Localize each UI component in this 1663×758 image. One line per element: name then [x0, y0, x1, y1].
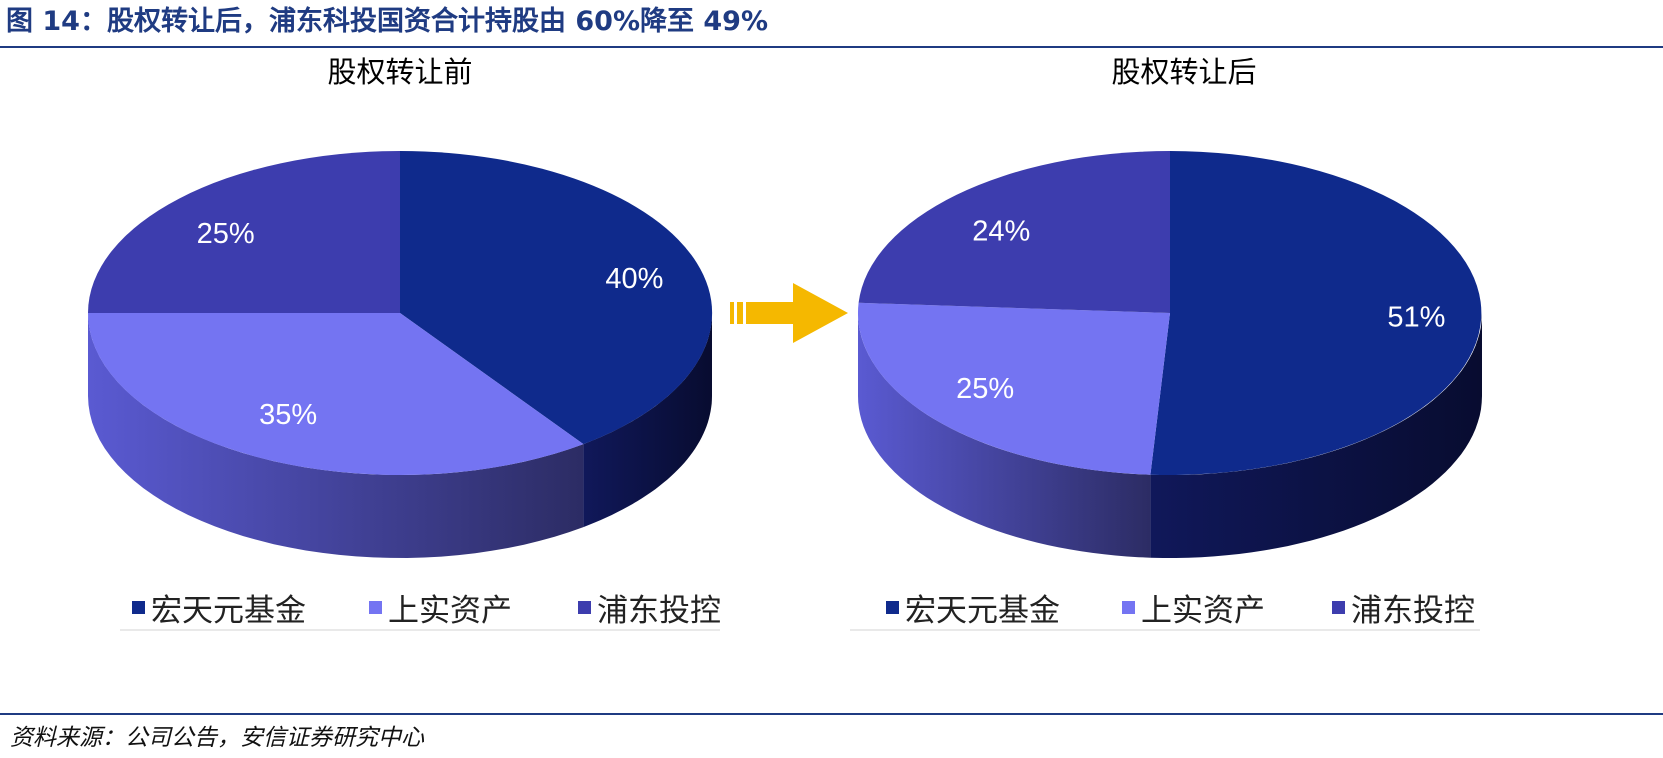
legend-swatch — [1332, 601, 1345, 614]
legend-underline — [850, 629, 1480, 631]
legend-item-hongtianyuan: 宏天元基金 — [886, 585, 1060, 630]
source-note: 资料来源：公司公告，安信证券研究中心 — [10, 725, 424, 751]
legend-item-shangshi: 上实资产 — [1122, 585, 1265, 630]
pie-value-label: 51% — [1387, 302, 1445, 334]
pie-slice-上实资产 — [87, 313, 584, 476]
pie-value-label: 24% — [972, 215, 1030, 247]
arrow-stripe — [730, 302, 734, 324]
legend-item-shangshi: 上实资产 — [369, 585, 512, 630]
legend-swatch — [1122, 601, 1135, 614]
pie-slice-上实资产 — [857, 302, 1170, 475]
pie-slice-浦东投控 — [858, 150, 1170, 313]
legend-swatch — [886, 601, 899, 614]
legend-item-pudong: 浦东投控 — [578, 585, 721, 630]
legend-swatch — [369, 601, 382, 614]
legend-label: 上实资产 — [1141, 593, 1265, 629]
legend-label: 宏天元基金 — [151, 593, 306, 629]
arrow-stripe — [737, 302, 743, 324]
legend-swatch — [132, 601, 145, 614]
pie-value-label: 25% — [956, 373, 1014, 405]
legend-item-pudong: 浦东投控 — [1332, 585, 1475, 630]
pie-side-宏天元基金 — [1150, 313, 1482, 558]
legend-underline — [120, 629, 720, 631]
pie-value-label: 35% — [259, 399, 317, 431]
pie-title-after: 股权转让后 — [1111, 55, 1257, 89]
pie-slice-浦东投控 — [88, 151, 400, 313]
pie-title-before: 股权转让前 — [327, 55, 473, 89]
legend-swatch — [578, 601, 591, 614]
figure-title: 图 14：股权转让后，浦东科投国资合计持股由 60%降至 49% — [6, 6, 769, 37]
pie-side-上实资产 — [88, 313, 584, 558]
legend-label: 浦东投控 — [597, 593, 721, 629]
pie-side-上实资产 — [858, 313, 1151, 558]
pie-slice-宏天元基金 — [400, 150, 713, 445]
pie-value-label: 40% — [605, 263, 663, 295]
pie-side-宏天元基金 — [583, 313, 712, 528]
legend-label: 上实资产 — [388, 593, 512, 629]
pie-slice-宏天元基金 — [1150, 151, 1482, 475]
pie-value-label: 25% — [197, 218, 255, 250]
title-rule — [0, 46, 1663, 48]
legend-label: 浦东投控 — [1351, 593, 1475, 629]
legend-label: 宏天元基金 — [905, 593, 1060, 629]
legend-item-hongtianyuan: 宏天元基金 — [132, 585, 306, 630]
arrow-right-icon — [746, 283, 848, 343]
footer-rule — [0, 713, 1663, 715]
